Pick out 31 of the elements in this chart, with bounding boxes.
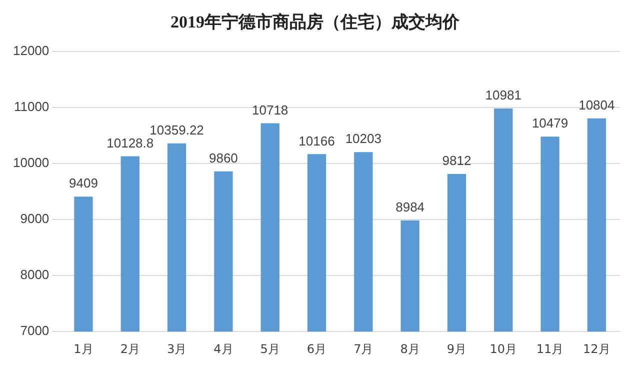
x-tick-label: 3月 [166, 342, 187, 356]
y-tick-label: 7000 [20, 323, 50, 338]
y-tick-label: 11000 [14, 99, 50, 114]
x-tick-label: 10月 [490, 342, 518, 356]
x-tick-label: 11月 [536, 342, 564, 356]
x-tick-label: 4月 [214, 342, 234, 356]
x-tick-label: 6月 [306, 342, 327, 356]
y-tick-label: 8000 [20, 267, 50, 282]
x-tick-label: 7月 [354, 342, 374, 356]
data-label: 9860 [208, 150, 238, 166]
data-label: 10203 [345, 131, 382, 146]
data-label: 10804 [578, 98, 615, 112]
data-label: 10359.22 [150, 122, 204, 138]
y-tick-label: 10000 [12, 155, 50, 170]
chart-title: 2019年宁德市商品房（住宅）成交均价 [170, 12, 460, 32]
data-label: 8984 [396, 199, 425, 214]
x-tick-label: 9月 [446, 342, 467, 356]
y-tick-label: 9000 [20, 211, 50, 226]
data-label: 9409 [69, 176, 98, 191]
x-tick-label: 12月 [583, 342, 610, 356]
data-label: 10128.8 [106, 135, 154, 150]
x-tick-label: 5月 [260, 342, 280, 356]
x-tick-label: 8月 [400, 342, 420, 356]
data-label: 10166 [298, 133, 335, 148]
x-tick-label: 1月 [74, 342, 94, 356]
x-tick-label: 2月 [120, 342, 140, 356]
y-tick-label: 12000 [12, 42, 50, 58]
data-label: 10981 [485, 88, 522, 103]
data-label: 10479 [532, 116, 568, 131]
data-label: 9812 [442, 153, 472, 168]
data-label: 10718 [252, 102, 288, 118]
